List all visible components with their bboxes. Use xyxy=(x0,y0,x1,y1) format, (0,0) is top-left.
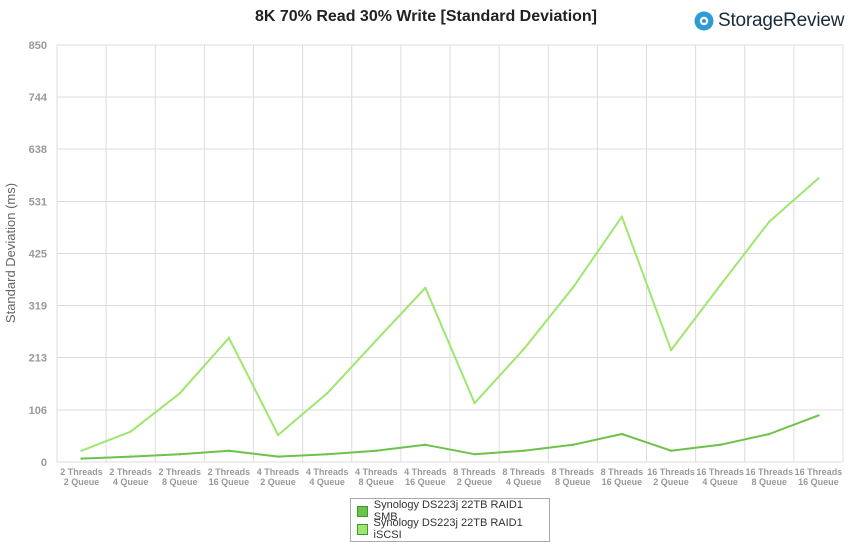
data-point xyxy=(669,449,673,452)
x-tick-label: 4 Queue xyxy=(506,477,542,487)
series-line-0 xyxy=(81,414,819,460)
y-tick-label: 638 xyxy=(29,144,47,156)
data-point xyxy=(571,286,575,290)
series-line-1 xyxy=(81,177,820,452)
data-point xyxy=(276,433,280,437)
series-lines xyxy=(80,177,820,460)
y-tick-label: 744 xyxy=(29,92,48,104)
legend-label-smb: Synology DS223j 22TB RAID1 SMB xyxy=(373,499,523,523)
storagereview-logo-icon xyxy=(694,11,714,31)
x-tick-label: 4 Threads xyxy=(257,467,300,477)
x-tick-label: 2 Threads xyxy=(60,467,103,477)
data-point xyxy=(227,336,231,340)
x-tick-label: 2 Threads xyxy=(208,467,251,477)
x-tick-label: 8 Queue xyxy=(555,477,591,487)
data-point xyxy=(129,430,132,433)
data-point xyxy=(424,286,427,290)
data-point xyxy=(276,455,280,458)
data-point xyxy=(375,339,378,342)
x-tick-label: 16 Threads xyxy=(746,467,794,477)
data-point xyxy=(817,177,820,180)
data-point xyxy=(375,449,378,452)
data-point xyxy=(325,452,329,456)
data-point xyxy=(768,220,771,223)
x-tick-label: 4 Queue xyxy=(309,477,345,487)
x-tick-label: 8 Queue xyxy=(752,477,788,487)
data-point xyxy=(178,392,182,395)
legend-label-iscsi: Synology DS223j 22TB RAID1 iSCSI xyxy=(373,517,523,541)
x-tick-label: 4 Threads xyxy=(355,467,398,477)
y-tick-label: 319 xyxy=(29,301,47,313)
y-tick-label: 531 xyxy=(29,196,47,208)
x-tick-label: 2 Queue xyxy=(653,477,689,487)
x-tick-label: 16 Queue xyxy=(602,477,643,487)
brand-logo: StorageReview xyxy=(694,10,844,32)
data-point xyxy=(325,392,329,395)
data-point xyxy=(129,455,132,458)
y-axis-label: Standard Deviation (ms) xyxy=(3,183,18,323)
chart-title: 8K 70% Read 30% Write [Standard Deviatio… xyxy=(254,8,598,25)
x-tick-label: 16 Threads xyxy=(795,467,843,477)
data-point xyxy=(768,432,771,436)
data-point xyxy=(227,449,231,452)
x-tick-label: 2 Queue xyxy=(457,477,493,487)
x-tick-label: 16 Threads xyxy=(647,467,695,477)
x-tick-label: 16 Queue xyxy=(209,477,250,487)
x-tick-label: 4 Queue xyxy=(702,477,738,487)
y-tick-label: 213 xyxy=(29,353,47,365)
y-tick-label: 106 xyxy=(29,405,47,417)
x-tick-label: 2 Queue xyxy=(64,477,100,487)
data-point xyxy=(80,457,83,460)
data-point xyxy=(620,215,624,218)
data-point xyxy=(522,449,525,452)
legend-item-iscsi[interactable]: Synology DS223j 22TB RAID1 iSCSI xyxy=(355,517,545,541)
x-tick-label: 8 Queue xyxy=(359,477,395,487)
x-tick-label: 16 Threads xyxy=(696,467,744,477)
legend-swatch-smb xyxy=(357,505,368,517)
data-point xyxy=(473,401,476,405)
legend-item-smb[interactable]: Synology DS223j 22TB RAID1 SMB xyxy=(355,499,545,523)
brand-name: StorageReview xyxy=(718,10,845,31)
data-point xyxy=(473,452,476,456)
y-tick-label: 0 xyxy=(41,457,47,469)
x-tick-label: 4 Threads xyxy=(306,467,349,477)
data-point xyxy=(178,452,182,456)
x-tick-label: 4 Queue xyxy=(113,477,149,487)
x-tick-label: 8 Threads xyxy=(502,467,545,477)
data-point xyxy=(80,449,83,452)
data-point xyxy=(620,432,624,436)
x-tick-label: 8 Queue xyxy=(162,477,198,487)
y-tick-label: 850 xyxy=(29,40,47,52)
data-point xyxy=(571,443,575,447)
data-point xyxy=(718,284,722,287)
x-tick-label: 16 Queue xyxy=(405,477,446,487)
x-tick-label: 8 Threads xyxy=(601,467,644,477)
legend: Synology DS223j 22TB RAID1 SMB Synology … xyxy=(350,498,550,542)
y-axis-ticks: 0 106 213 319 425 531 638 744 850 xyxy=(29,40,48,469)
data-point xyxy=(718,443,722,447)
x-tick-label: 16 Queue xyxy=(798,477,839,487)
data-point xyxy=(669,348,673,352)
grid-lines xyxy=(56,44,844,463)
legend-swatch-iscsi xyxy=(357,523,368,535)
data-point xyxy=(424,443,427,447)
data-point xyxy=(817,414,820,417)
x-tick-label: 2 Threads xyxy=(159,467,202,477)
x-tick-label: 8 Threads xyxy=(453,467,496,477)
data-point xyxy=(522,347,525,351)
x-tick-label: 2 Threads xyxy=(109,467,152,477)
x-tick-label: 2 Queue xyxy=(260,477,296,487)
x-tick-label: 4 Threads xyxy=(404,467,447,477)
x-tick-label: 8 Threads xyxy=(552,467,595,477)
y-tick-label: 425 xyxy=(29,249,47,261)
